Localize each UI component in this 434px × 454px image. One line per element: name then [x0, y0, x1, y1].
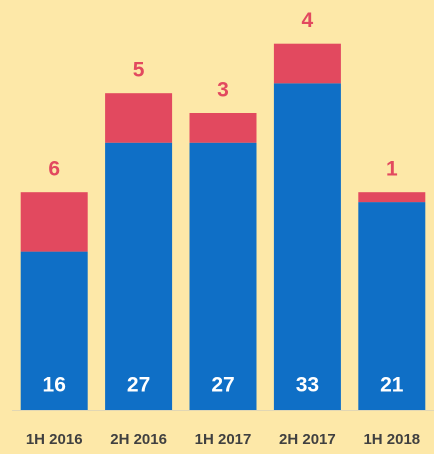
bar-segment	[20, 192, 88, 252]
x-tick-label: 1H 2018	[363, 431, 420, 448]
bar-segment	[20, 251, 88, 410]
bar-segment	[358, 192, 426, 203]
bar-segment	[189, 113, 257, 143]
x-tick-label: 1H 2016	[26, 431, 83, 448]
value-label: 4	[302, 9, 314, 32]
bar-segment	[358, 202, 426, 410]
bar-segment	[105, 93, 173, 143]
value-label: 16	[43, 374, 66, 397]
value-label: 33	[296, 374, 319, 397]
x-tick-label: 2H 2017	[279, 431, 336, 448]
value-label: 1	[386, 158, 398, 181]
value-label: 3	[217, 79, 229, 102]
bar-segment	[273, 83, 341, 411]
bar-segment	[189, 142, 257, 410]
x-tick-label: 2H 2016	[110, 431, 167, 448]
bar-segment	[273, 43, 341, 84]
value-label: 27	[127, 374, 150, 397]
value-label: 21	[380, 374, 404, 397]
x-tick-label: 1H 2017	[195, 431, 252, 448]
bar-segment	[105, 142, 173, 410]
value-label: 27	[211, 374, 234, 397]
value-label: 5	[133, 59, 145, 82]
value-label: 6	[48, 158, 60, 181]
